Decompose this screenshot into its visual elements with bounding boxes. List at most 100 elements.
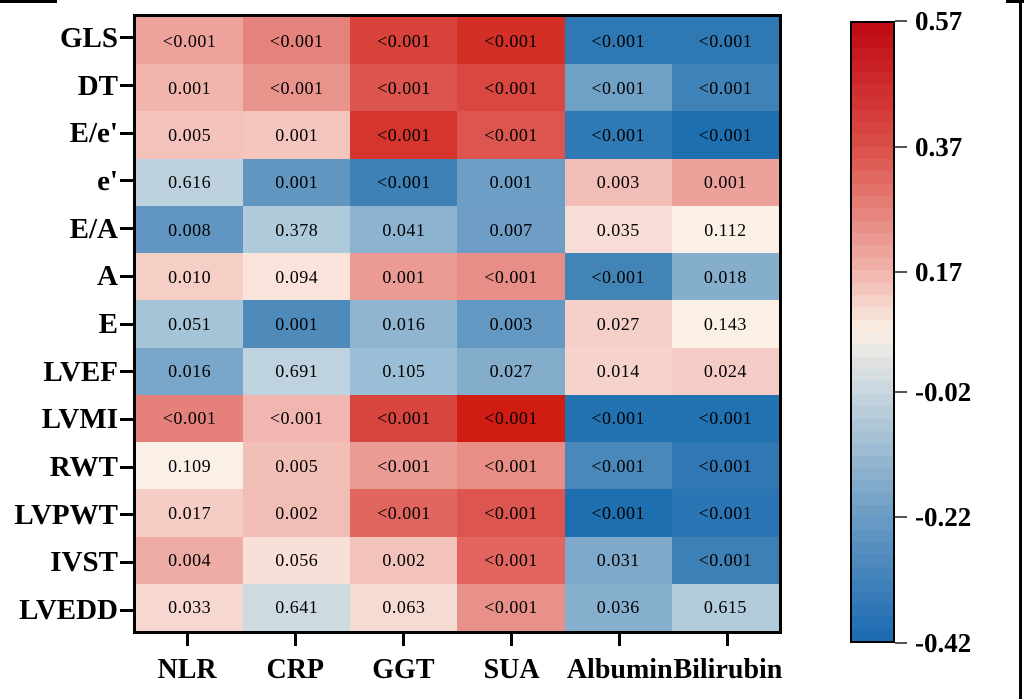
colorbar-band bbox=[852, 579, 893, 592]
row-tick bbox=[120, 608, 133, 612]
heatmap-cell: 0.041 bbox=[350, 205, 458, 254]
heatmap-cell: <0.001 bbox=[136, 394, 244, 443]
colorbar-band bbox=[852, 220, 893, 234]
colorbar-band bbox=[852, 196, 893, 209]
heatmap-cell: <0.001 bbox=[671, 489, 779, 537]
row-label: RWT bbox=[49, 451, 118, 484]
heatmap-cell: <0.001 bbox=[564, 111, 672, 159]
heatmap-cell: <0.001 bbox=[350, 111, 458, 159]
row-tick bbox=[120, 131, 133, 135]
colorbar-band bbox=[852, 418, 893, 431]
heatmap-cell: 0.143 bbox=[671, 300, 779, 348]
heatmap-cell: <0.001 bbox=[243, 17, 351, 65]
heatmap-cell: 0.001 bbox=[243, 300, 351, 348]
colorbar-tick bbox=[895, 271, 907, 274]
heatmap-cell: <0.001 bbox=[564, 17, 672, 65]
col-label: Albumin bbox=[566, 654, 673, 685]
row-tick bbox=[120, 179, 133, 183]
heatmap-cell: <0.001 bbox=[136, 17, 244, 65]
heatmap-cell: 0.616 bbox=[136, 158, 244, 206]
heatmap-cell: <0.001 bbox=[350, 394, 458, 443]
row-label: IVST bbox=[50, 546, 118, 579]
heatmap-cell: 0.109 bbox=[136, 442, 244, 490]
colorbar-band bbox=[852, 616, 893, 629]
colorbar-band bbox=[852, 282, 893, 295]
col-label: CRP bbox=[266, 654, 325, 685]
heatmap-cell: <0.001 bbox=[671, 17, 779, 65]
figure-border-top-left bbox=[0, 0, 57, 3]
colorbar-band bbox=[852, 517, 893, 530]
col-label: GGT bbox=[372, 654, 435, 685]
heatmap-cell: <0.001 bbox=[671, 111, 779, 159]
colorbar-band bbox=[852, 245, 893, 258]
heatmap-cell: 0.003 bbox=[564, 158, 672, 206]
heatmap-cell: <0.001 bbox=[350, 442, 458, 490]
colorbar-band bbox=[852, 344, 893, 357]
colorbar-tick bbox=[895, 390, 907, 393]
figure-border-right bbox=[1019, 0, 1022, 699]
colorbar-band bbox=[852, 270, 893, 283]
colorbar-tick-label: 0.37 bbox=[915, 131, 963, 162]
colorbar-band bbox=[852, 47, 893, 61]
colorbar-band bbox=[852, 97, 893, 110]
colorbar-band bbox=[852, 430, 893, 444]
heatmap-cell: <0.001 bbox=[350, 17, 458, 65]
colorbar-band bbox=[852, 23, 893, 36]
heatmap-cell: <0.001 bbox=[243, 64, 351, 112]
col-tick bbox=[401, 634, 405, 646]
row-tick bbox=[120, 84, 133, 88]
heatmap-cell: 0.001 bbox=[457, 158, 565, 206]
colorbar-band bbox=[852, 35, 893, 48]
heatmap-cell: <0.001 bbox=[457, 489, 565, 537]
heatmap-cell: 0.001 bbox=[243, 111, 351, 159]
heatmap-cell: 0.033 bbox=[136, 583, 244, 631]
row-tick bbox=[120, 465, 133, 469]
heatmap-cell: 0.112 bbox=[671, 205, 779, 254]
colorbar-band bbox=[852, 381, 893, 394]
heatmap-cell: <0.001 bbox=[564, 489, 672, 537]
colorbar-band bbox=[852, 443, 893, 456]
heatmap-cell: <0.001 bbox=[350, 158, 458, 206]
heatmap-cell: 0.001 bbox=[671, 158, 779, 206]
heatmap-cell: 0.014 bbox=[564, 347, 672, 395]
colorbar-band bbox=[852, 591, 893, 604]
figure-border-top-right bbox=[1006, 0, 1024, 3]
heatmap-cell: 0.027 bbox=[564, 300, 672, 348]
col-tick bbox=[510, 634, 514, 646]
row-tick bbox=[120, 417, 133, 421]
row-label: E/A bbox=[69, 212, 118, 245]
colorbar-tick-label: -0.22 bbox=[915, 502, 972, 533]
heatmap-cell: 0.003 bbox=[457, 300, 565, 348]
row-label: LVPWT bbox=[14, 498, 118, 531]
row-label: A bbox=[97, 260, 118, 293]
row-label: E bbox=[98, 308, 118, 340]
col-tick bbox=[293, 634, 297, 646]
heatmap-cell: <0.001 bbox=[350, 64, 458, 112]
colorbar-band bbox=[852, 356, 893, 370]
heatmap-cell: 0.002 bbox=[243, 489, 351, 537]
heatmap-cell: <0.001 bbox=[457, 442, 565, 490]
heatmap-cell: 0.063 bbox=[350, 583, 458, 631]
heatmap-cell: <0.001 bbox=[457, 394, 565, 443]
colorbar-tick-label: -0.42 bbox=[915, 628, 972, 658]
colorbar-band bbox=[852, 492, 893, 506]
col-label: Bilirubin bbox=[673, 654, 783, 685]
heatmap-frame: <0.001 <0.001 <0.001 <0.001 <0.001 <0.001 0.00… bbox=[133, 14, 782, 634]
heatmap-cell: <0.001 bbox=[457, 17, 565, 65]
heatmap-cell: <0.001 bbox=[564, 442, 672, 490]
heatmap-cell: 0.615 bbox=[671, 583, 779, 631]
col-tick bbox=[618, 634, 622, 646]
colorbar-band bbox=[852, 566, 893, 580]
heatmap-cell: 0.378 bbox=[243, 205, 351, 254]
heatmap-cell: <0.001 bbox=[457, 253, 565, 301]
colorbar-band bbox=[852, 542, 893, 555]
heatmap-cell: 0.031 bbox=[564, 536, 672, 584]
colorbar-band bbox=[852, 109, 893, 122]
row-tick bbox=[120, 36, 133, 40]
colorbar-tick bbox=[895, 642, 907, 644]
colorbar-band bbox=[852, 134, 893, 147]
heatmap-cell: <0.001 bbox=[457, 111, 565, 159]
row-tick bbox=[120, 513, 133, 517]
col-tick bbox=[185, 634, 189, 646]
heatmap-cell: <0.001 bbox=[457, 583, 565, 631]
